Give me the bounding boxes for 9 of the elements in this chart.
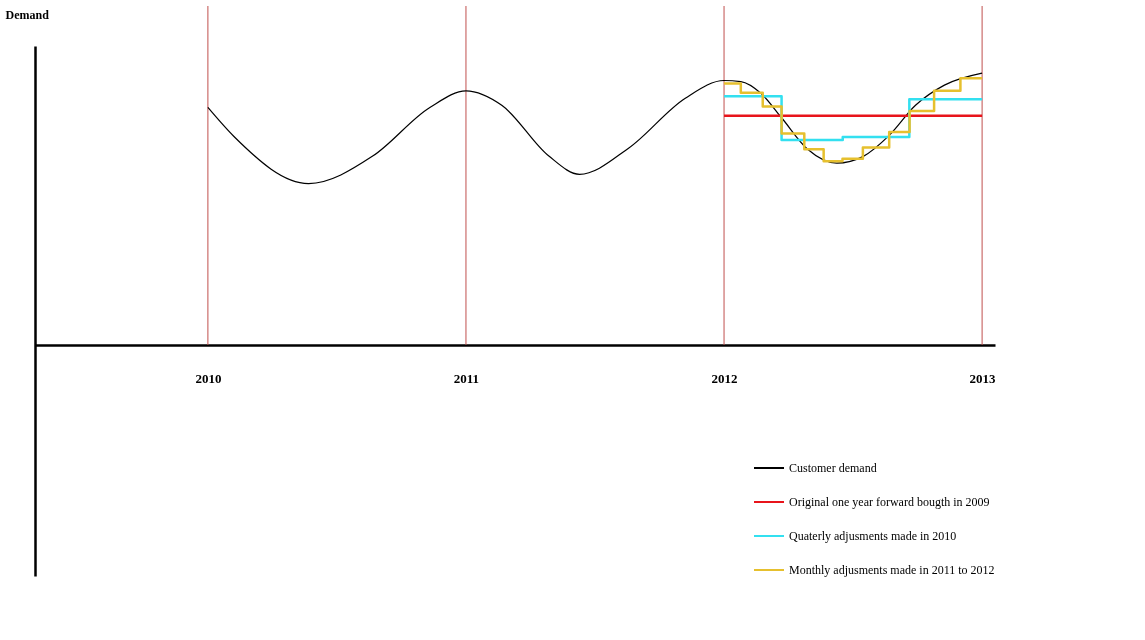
legend-label: Customer demand	[789, 461, 877, 475]
x-tick-label: 2010	[195, 371, 222, 387]
x-tick-label: 2013	[969, 371, 997, 387]
x-tick-label: 2012	[711, 371, 738, 387]
legend-label: Quaterly adjusments made in 2010	[789, 529, 957, 543]
legend-label: Original one year forward bougth in 2009	[789, 495, 990, 509]
y-axis-title: Demand	[5, 7, 50, 22]
x-tick-label: 2011	[453, 371, 480, 387]
legend-label: Monthly adjusments made in 2011 to 2012	[789, 563, 995, 577]
